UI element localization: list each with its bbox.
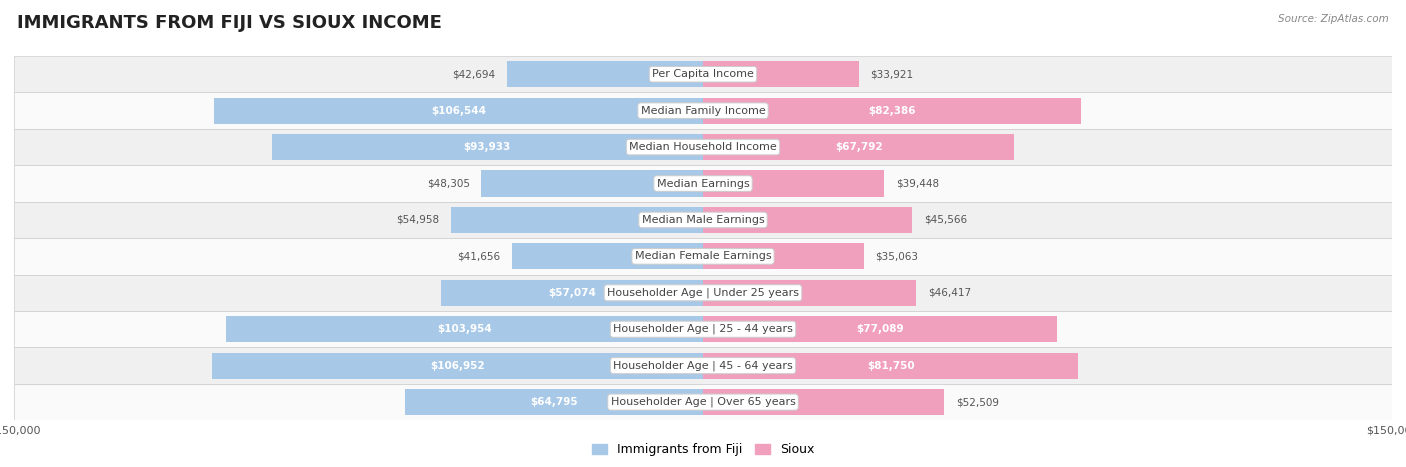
Text: Median Family Income: Median Family Income [641, 106, 765, 116]
Bar [14, 202, 1392, 238]
Text: $82,386: $82,386 [869, 106, 915, 116]
Bar [14, 384, 1392, 420]
Bar [14, 56, 1392, 92]
Text: $48,305: $48,305 [426, 178, 470, 189]
Text: Householder Age | 25 - 44 years: Householder Age | 25 - 44 years [613, 324, 793, 334]
Text: Householder Age | Over 65 years: Householder Age | Over 65 years [610, 397, 796, 407]
Text: Per Capita Income: Per Capita Income [652, 69, 754, 79]
Text: $81,750: $81,750 [868, 361, 914, 371]
Bar [703, 280, 917, 306]
Bar [14, 347, 1392, 384]
Bar [703, 353, 1078, 379]
Text: IMMIGRANTS FROM FIJI VS SIOUX INCOME: IMMIGRANTS FROM FIJI VS SIOUX INCOME [17, 14, 441, 32]
Text: $35,063: $35,063 [876, 251, 918, 262]
Bar [703, 134, 1014, 160]
Bar [14, 238, 1392, 275]
Text: Median Earnings: Median Earnings [657, 178, 749, 189]
Text: $64,795: $64,795 [530, 397, 578, 407]
Legend: Immigrants from Fiji, Sioux: Immigrants from Fiji, Sioux [586, 439, 820, 461]
Text: $67,792: $67,792 [835, 142, 883, 152]
Text: $33,921: $33,921 [870, 69, 914, 79]
Bar [212, 353, 703, 379]
Bar [703, 170, 884, 197]
Bar [14, 311, 1392, 347]
Bar [703, 243, 865, 269]
Bar [703, 98, 1081, 124]
Text: $46,417: $46,417 [928, 288, 970, 298]
Text: $54,958: $54,958 [396, 215, 439, 225]
Text: $106,544: $106,544 [430, 106, 486, 116]
Text: $42,694: $42,694 [453, 69, 495, 79]
Bar [703, 389, 945, 415]
Bar [271, 134, 703, 160]
Bar [481, 170, 703, 197]
Text: Source: ZipAtlas.com: Source: ZipAtlas.com [1278, 14, 1389, 24]
Text: Median Male Earnings: Median Male Earnings [641, 215, 765, 225]
Text: $57,074: $57,074 [548, 288, 596, 298]
Text: Householder Age | 45 - 64 years: Householder Age | 45 - 64 years [613, 361, 793, 371]
Text: Householder Age | Under 25 years: Householder Age | Under 25 years [607, 288, 799, 298]
Text: $106,952: $106,952 [430, 361, 485, 371]
Text: $52,509: $52,509 [956, 397, 998, 407]
Bar [405, 389, 703, 415]
Bar [450, 207, 703, 233]
Text: $93,933: $93,933 [464, 142, 510, 152]
Text: $41,656: $41,656 [457, 251, 501, 262]
Bar [14, 129, 1392, 165]
Bar [508, 61, 703, 87]
Bar [214, 98, 703, 124]
Text: $39,448: $39,448 [896, 178, 939, 189]
Text: Median Household Income: Median Household Income [628, 142, 778, 152]
Text: Median Female Earnings: Median Female Earnings [634, 251, 772, 262]
Bar [14, 165, 1392, 202]
Text: $77,089: $77,089 [856, 324, 904, 334]
Bar [14, 92, 1392, 129]
Bar [512, 243, 703, 269]
Bar [703, 207, 912, 233]
Text: $45,566: $45,566 [924, 215, 967, 225]
Bar [14, 275, 1392, 311]
Bar [703, 61, 859, 87]
Bar [703, 316, 1057, 342]
Bar [225, 316, 703, 342]
Text: $103,954: $103,954 [437, 324, 492, 334]
Bar [441, 280, 703, 306]
